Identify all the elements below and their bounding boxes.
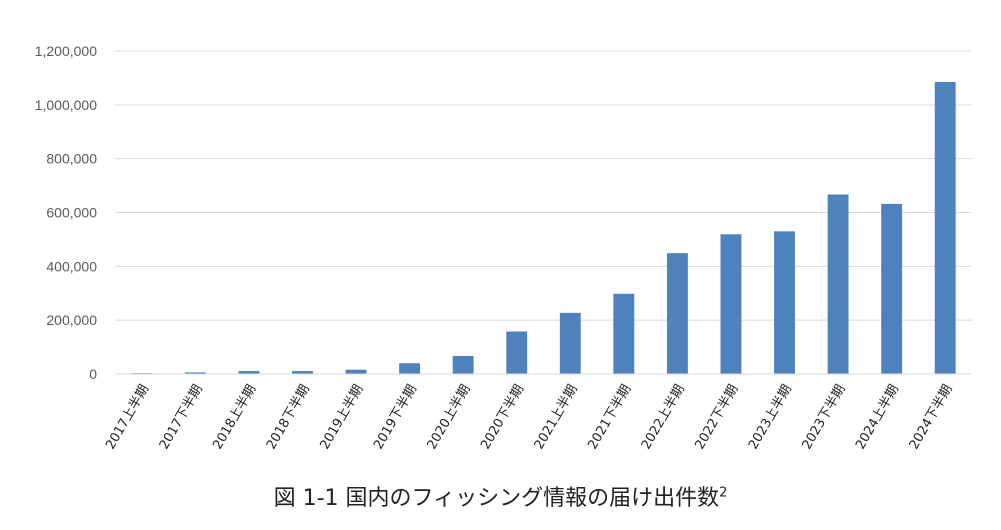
x-tick-label: 2020上半期 <box>425 382 474 452</box>
bar <box>184 372 206 374</box>
x-tick-label: 2023上半期 <box>746 382 795 452</box>
x-tick-label: 2018上半期 <box>210 382 259 452</box>
bar <box>399 363 421 374</box>
bar <box>238 371 260 374</box>
figure-caption: 図 1-1 国内のフィッシング情報の届け出件数2 <box>0 480 1001 512</box>
y-tick-label: 1,200,000 <box>35 43 97 59</box>
bar <box>934 81 956 375</box>
x-tick-label: 2019下半期 <box>371 382 420 452</box>
x-tick-label: 2017上半期 <box>103 382 152 452</box>
bar <box>292 371 313 374</box>
figure-caption-text: 図 1-1 国内のフィッシング情報の届け出件数 <box>273 486 720 511</box>
x-tick-label: 2019上半期 <box>317 382 366 452</box>
x-tick-label: 2023下半期 <box>800 382 849 452</box>
y-tick-label: 1,000,000 <box>35 97 97 113</box>
bars <box>131 81 956 375</box>
y-axis-tick-labels: 0 200,000 400,000 600,000 800,000 1,000,000 1,… <box>35 43 98 382</box>
x-tick-label: 2024下半期 <box>907 382 956 452</box>
bar <box>506 331 528 374</box>
y-tick-label: 800,000 <box>46 151 97 167</box>
x-tick-label: 2022上半期 <box>639 382 688 452</box>
bar <box>720 234 742 374</box>
bar <box>881 203 903 374</box>
x-tick-label: 2018下半期 <box>264 382 313 452</box>
bar <box>774 231 795 374</box>
y-tick-label: 400,000 <box>46 258 97 274</box>
figure-caption-footnote: 2 <box>719 485 728 501</box>
x-tick-label: 2022下半期 <box>692 382 741 452</box>
bar <box>452 355 474 374</box>
bar <box>613 293 635 374</box>
y-tick-label: 600,000 <box>46 205 97 221</box>
x-tick-label: 2021下半期 <box>585 382 634 452</box>
x-tick-label: 2020下半期 <box>478 382 527 452</box>
bar-chart: 0 200,000 400,000 600,000 800,000 1,000,000 1,… <box>35 43 972 452</box>
bar <box>345 369 367 374</box>
bar <box>559 312 581 374</box>
x-tick-label: 2017下半期 <box>157 382 206 452</box>
y-tick-label: 0 <box>89 366 97 382</box>
x-axis-tick-labels: 2017上半期 2017下半期 2018上半期 2018下半期 2019上半期 2019下… <box>103 382 955 452</box>
x-tick-label: 2024上半期 <box>853 382 902 452</box>
y-tick-label: 200,000 <box>46 312 97 328</box>
x-tick-label: 2021上半期 <box>532 382 581 452</box>
bar <box>666 253 688 374</box>
bar <box>827 194 849 374</box>
